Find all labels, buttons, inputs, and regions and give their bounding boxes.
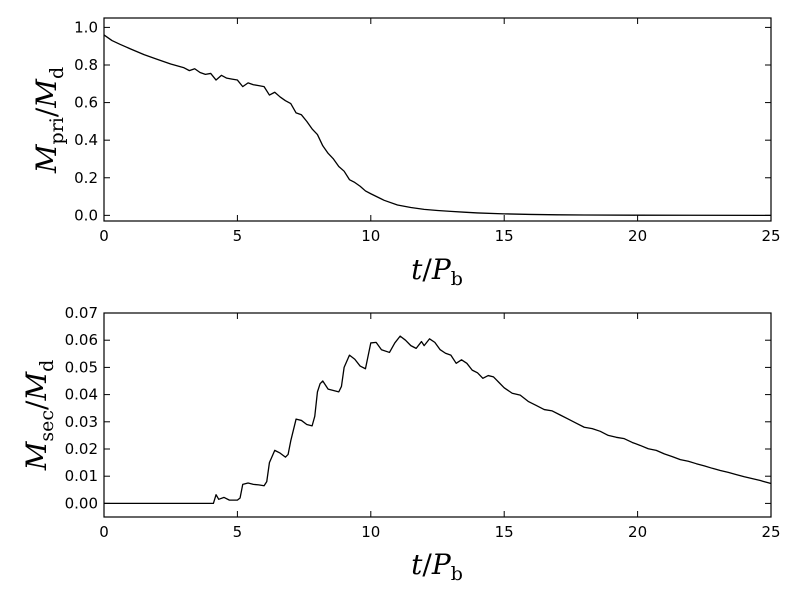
panel-primary-mass: 0 5 10 15 20 25 0.0 0.2 0.4 0.6 0.8 1.0 Mpri/Md t/P… [30,17,781,290]
x-axis-label: t/Pb [411,253,463,290]
y-tick-label: 0.0 [74,206,98,224]
y-axis-label: Msec/Md [20,360,58,472]
x-tick-label: 25 [761,227,780,245]
x-tick-label: 15 [495,227,514,245]
series-line-0 [103,34,772,217]
y-tick-label: 0.06 [65,331,98,349]
x-tick-label: 0 [99,227,109,245]
x-tick-label: 10 [361,227,380,245]
y-tick-label: 0.00 [65,494,98,512]
x-tick-label: 10 [361,523,380,541]
y-tick-label: 0.02 [65,440,98,458]
y-tick-label: 0.07 [65,304,98,322]
x-tick-label: 5 [233,523,243,541]
y-tick-label: 0.4 [74,131,98,149]
y-tick-label: 1.0 [74,18,98,36]
x-tick-label: 25 [761,523,780,541]
panel-secondary-mass: 0 5 10 15 20 25 0.00 0.01 0.02 0.03 0.04 0.05 0.06 0.… [20,304,781,585]
tick-group: 0 5 10 15 20 25 0.0 0.2 0.4 0.6 0.8 1.0 [74,18,781,245]
tick-group: 0 5 10 15 20 25 0.00 0.01 0.02 0.03 0.04 0.05 0.06 0.… [65,304,781,541]
series-group [103,34,772,217]
plot-frame [103,312,772,518]
series-group [104,335,772,505]
y-axis-label: Mpri/Md [30,67,68,174]
y-tick-label: 0.04 [65,386,98,404]
y-tick-label: 0.2 [74,169,98,187]
plot-frame [103,17,772,222]
series-line-0 [104,335,772,505]
x-tick-label: 15 [495,523,514,541]
y-tick-label: 0.8 [74,56,98,74]
x-tick-label: 5 [233,227,243,245]
x-tick-label: 20 [628,523,647,541]
y-tick-label: 0.03 [65,413,98,431]
x-tick-label: 20 [628,227,647,245]
x-tick-label: 0 [99,523,109,541]
y-tick-label: 0.01 [65,467,98,485]
y-tick-label: 0.6 [74,94,98,112]
x-axis-label: t/Pb [411,548,463,585]
y-tick-label: 0.05 [65,358,98,376]
